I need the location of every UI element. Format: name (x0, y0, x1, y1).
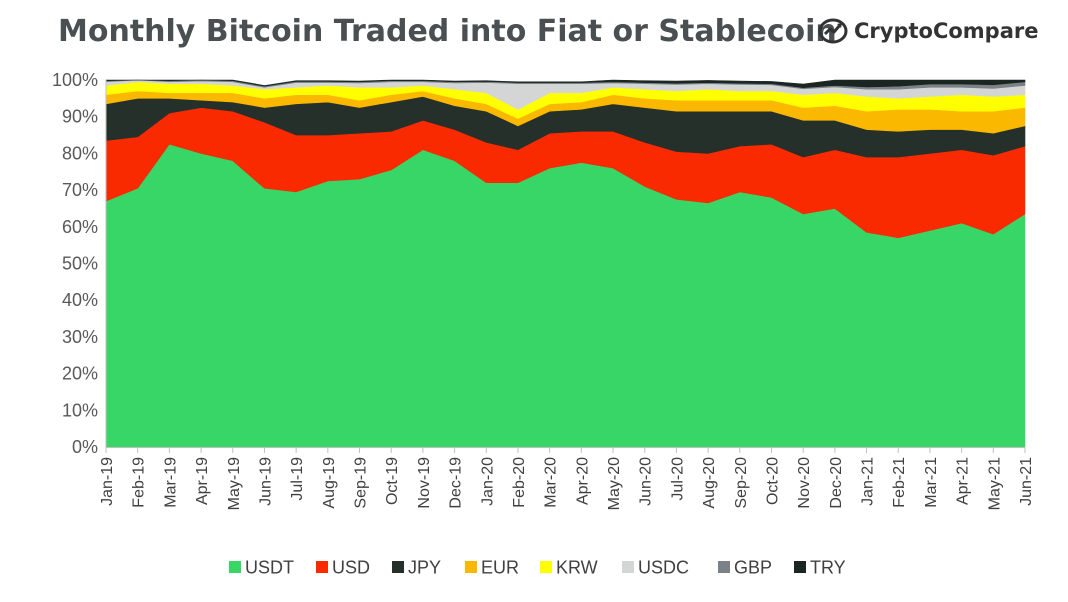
x-tick-label: Sep-20 (733, 457, 750, 509)
legend-label: USDC (638, 558, 689, 578)
x-tick-label: May-21 (986, 457, 1003, 510)
y-tick-label: 30% (62, 327, 98, 347)
y-tick-label: 20% (62, 364, 98, 384)
x-tick-label: Jun-20 (638, 457, 655, 506)
y-tick-label: 100% (52, 70, 98, 90)
legend-swatch (718, 561, 730, 573)
y-tick-label: 70% (62, 180, 98, 200)
x-tick-label: Aug-20 (701, 457, 718, 509)
x-tick-label: Dec-19 (448, 457, 465, 509)
legend-item-usd: USD (316, 558, 370, 578)
legend-swatch (465, 561, 477, 573)
x-tick-label: Aug-19 (321, 457, 338, 509)
axes-group (105, 80, 1025, 448)
legend-label: USD (332, 558, 370, 578)
legend-label: KRW (556, 558, 598, 578)
x-tick-label: Jun-19 (257, 457, 274, 506)
x-tick-label: Oct-19 (384, 457, 401, 505)
legend-swatch (794, 561, 806, 573)
legend-label: EUR (481, 558, 519, 578)
area-series-group (105, 79, 1026, 448)
x-tick-label: Feb-19 (131, 457, 148, 508)
legend-swatch (229, 561, 241, 573)
x-tick-label: Jan-19 (99, 457, 116, 506)
legend-swatch (316, 561, 328, 573)
y-tick-label: 0% (72, 437, 98, 457)
x-tick-label: Nov-20 (796, 457, 813, 509)
legend-item-usdt: USDT (229, 558, 294, 578)
x-tick-label: Sep-19 (353, 457, 370, 509)
x-tick-label: Mar-20 (543, 457, 560, 508)
area-series-try (105, 79, 1026, 89)
legend-label: TRY (810, 558, 846, 578)
legend-swatch (392, 561, 404, 573)
legend-item-krw: KRW (540, 558, 598, 578)
x-tick-label: Apr-20 (574, 457, 591, 505)
x-tick-label: Oct-20 (764, 457, 781, 505)
x-tick-label: Jun-21 (1018, 457, 1035, 506)
y-tick-label: 90% (62, 107, 98, 127)
legend: USDT USD JPY EUR KRW USDC GBP TRY (229, 558, 846, 578)
x-tick-label: Mar-19 (162, 457, 179, 508)
x-tick-label: May-20 (606, 457, 623, 510)
legend-label: JPY (408, 558, 441, 578)
cryptocompare-logo: CryptoCompare (818, 14, 1038, 48)
legend-label: USDT (245, 558, 294, 578)
x-tick-label: Jul-19 (289, 457, 306, 501)
x-tick-labels: Jan-19 Feb-19 Mar-19 Apr-19 May-19 Jun-19 Jul-… (99, 447, 1035, 510)
x-tick-label: Dec-20 (828, 457, 845, 509)
legend-swatch (622, 561, 634, 573)
chart-title: Monthly Bitcoin Traded into Fiat or Stab… (58, 14, 837, 49)
legend-item-eur: EUR (465, 558, 519, 578)
y-tick-label: 50% (62, 254, 98, 274)
x-tick-label: Jan-21 (860, 457, 877, 506)
x-tick-label: Jul-20 (669, 457, 686, 501)
y-tick-label: 60% (62, 217, 98, 237)
x-tick-label: Mar-21 (923, 457, 940, 508)
legend-label: GBP (734, 558, 772, 578)
legend-swatch (540, 561, 552, 573)
x-tick-label: Apr-19 (194, 457, 211, 505)
legend-item-jpy: JPY (392, 558, 441, 578)
x-tick-label: Feb-21 (891, 457, 908, 508)
x-tick-label: Apr-21 (955, 457, 972, 505)
y-tick-label: 80% (62, 143, 98, 163)
x-tick-label: Feb-20 (511, 457, 528, 508)
legend-item-usdc: USDC (622, 558, 689, 578)
x-tick-label: Jan-20 (479, 457, 496, 506)
y-tick-label: 10% (62, 400, 98, 420)
legend-item-gbp: GBP (718, 558, 772, 578)
x-tick-label: May-19 (226, 457, 243, 510)
legend-item-try: TRY (794, 558, 846, 578)
logo-text: CryptoCompare (854, 19, 1039, 43)
y-tick-labels: 0% 10% 20% 30% 40% 50% 60% 70% 80% 90% 100% (52, 70, 98, 457)
y-tick-label: 40% (62, 290, 98, 310)
x-tick-label: Nov-19 (416, 457, 433, 509)
cryptocompare-logo-icon (818, 18, 848, 44)
